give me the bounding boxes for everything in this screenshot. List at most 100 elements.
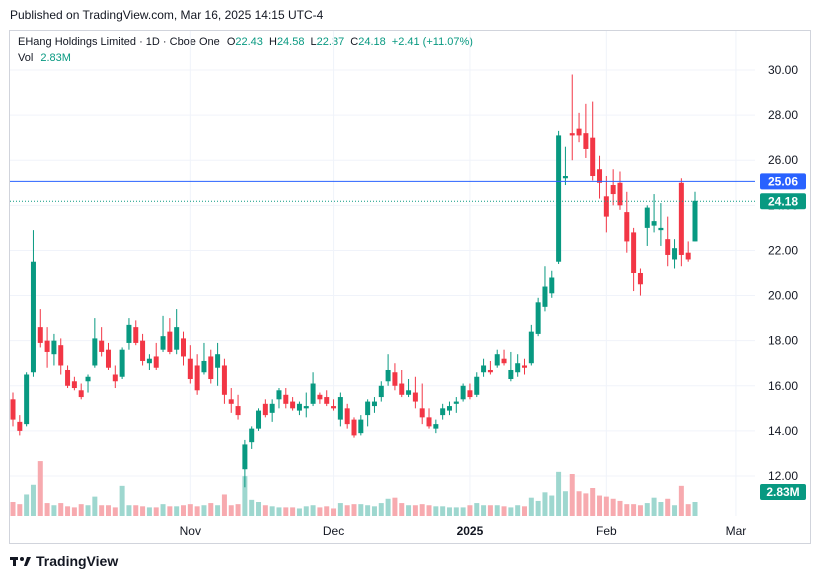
candle-body	[637, 273, 643, 285]
price-marker-label: 25.06	[768, 174, 798, 188]
volume-bar	[37, 461, 43, 516]
volume-bar	[290, 507, 296, 516]
volume-bar	[460, 507, 466, 516]
candle-body	[92, 338, 98, 366]
candle-body	[487, 369, 493, 373]
candle-body	[549, 277, 555, 294]
volume-bar	[549, 495, 555, 516]
candle-body	[30, 261, 36, 373]
candle-body	[399, 383, 405, 395]
volume-bar	[58, 503, 64, 516]
volume-bar	[228, 505, 234, 516]
volume-bar	[371, 506, 377, 516]
candle-body	[610, 185, 616, 195]
volume-bar	[672, 505, 678, 516]
candle-body	[631, 232, 637, 273]
volume-bar	[17, 504, 23, 516]
open-label: O	[226, 36, 236, 48]
y-tick-label: 26.00	[768, 153, 798, 167]
candle-body	[296, 403, 302, 411]
low-label: L	[310, 36, 317, 48]
volume-bar	[276, 507, 282, 516]
x-tick-label: Feb	[596, 524, 617, 538]
candle-body	[256, 410, 262, 429]
y-tick-label: 16.00	[768, 379, 798, 393]
candle-body	[583, 133, 589, 149]
volume-bar	[99, 505, 105, 516]
volume-bar	[194, 506, 200, 516]
volume-bar	[310, 505, 316, 516]
candle-body	[71, 381, 77, 389]
candle-body	[508, 369, 514, 380]
volume-bar	[30, 484, 36, 516]
y-tick-label: 20.00	[768, 289, 798, 303]
candle-body	[187, 358, 193, 380]
volume-bar	[174, 506, 180, 516]
volume-bar	[583, 493, 589, 516]
volume-bar	[119, 485, 125, 516]
published-caption: Published on TradingView.com, Mar 16, 20…	[10, 8, 324, 22]
volume-bar	[303, 506, 309, 516]
candle-body	[344, 408, 350, 425]
volume-bar	[249, 499, 255, 516]
volume-bar	[576, 491, 582, 516]
volume-bar	[112, 507, 118, 516]
candle-body	[412, 392, 418, 402]
volume-bar	[331, 508, 337, 516]
candle-body	[58, 345, 64, 366]
close-label: C	[350, 36, 359, 48]
volume-bar	[412, 505, 418, 516]
volume-bar	[617, 500, 623, 516]
candle-body	[201, 360, 207, 373]
volume-bar	[590, 488, 596, 516]
volume-bar	[24, 494, 30, 516]
volume-bar	[133, 505, 139, 516]
change-value: +2.41 (+11.07%)	[391, 36, 473, 48]
candle-body	[112, 374, 118, 382]
chart-legend: EHang Holdings Limited · 1D · Cboe One O…	[18, 36, 473, 48]
candle-body	[378, 385, 384, 398]
volume-marker-label: 2.83M	[766, 485, 799, 499]
candle-body	[597, 169, 603, 183]
y-tick-label: 12.00	[768, 469, 798, 483]
candle-body	[522, 365, 527, 368]
volume-bar	[637, 505, 643, 516]
candle-body	[242, 444, 248, 470]
candle-body	[99, 340, 105, 352]
volume-bar	[481, 505, 487, 516]
candle-body	[576, 128, 582, 136]
candle-body	[433, 424, 439, 429]
volume-bar	[92, 496, 98, 516]
candle-body	[453, 401, 459, 404]
candle-body	[481, 365, 487, 373]
volume-bar	[419, 504, 425, 516]
candle-body	[133, 327, 139, 343]
volume-bar	[385, 498, 391, 516]
volume-bar	[433, 506, 439, 516]
volume-bar	[651, 497, 657, 516]
volume-bar	[105, 505, 111, 516]
candle-body	[126, 324, 132, 343]
candle-body	[678, 182, 684, 255]
volume-bar	[344, 505, 350, 516]
y-tick-label: 28.00	[768, 108, 798, 122]
volume-bar	[501, 506, 507, 516]
candle-body	[501, 358, 507, 364]
low-value: 22.37	[316, 36, 345, 48]
candle-body	[331, 406, 337, 409]
volume-bar	[597, 495, 603, 516]
candle-body	[44, 340, 50, 352]
candle-body	[535, 302, 541, 334]
volume-bar	[542, 492, 548, 516]
candle-body	[351, 419, 357, 436]
candle-body	[269, 403, 275, 413]
candle-body	[249, 428, 255, 443]
candle-body	[651, 221, 657, 226]
volume-bar	[685, 504, 691, 516]
volume-bar	[528, 497, 534, 516]
candle-body	[221, 365, 227, 395]
candle-body	[51, 340, 57, 355]
candle-body	[140, 340, 146, 361]
volume-bar	[337, 503, 343, 516]
